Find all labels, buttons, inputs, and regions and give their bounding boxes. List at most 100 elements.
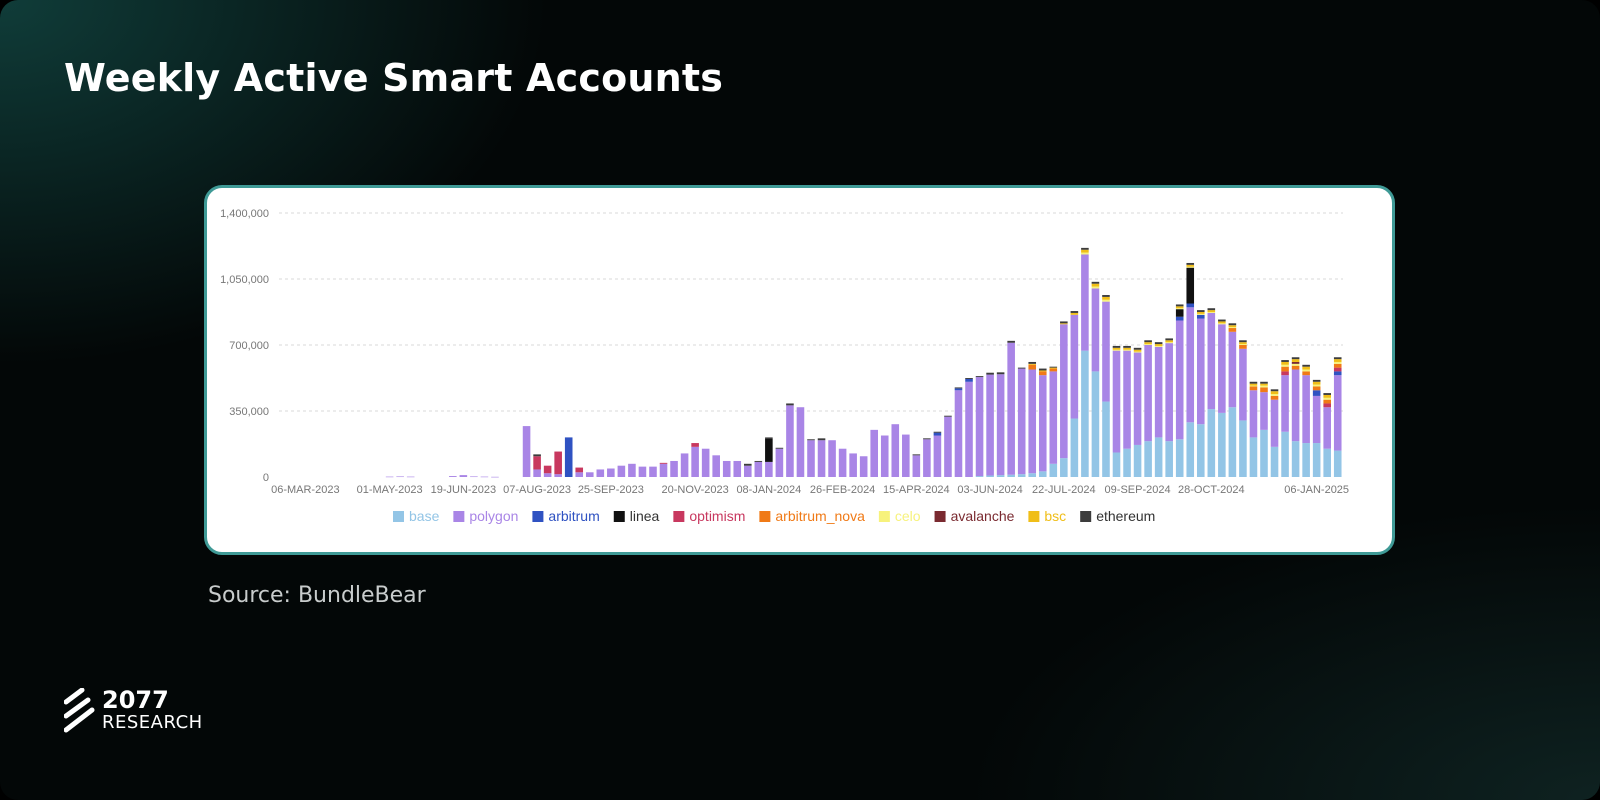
- x-tick-label: 26-FEB-2024: [810, 484, 875, 496]
- bar-segment: [807, 440, 815, 477]
- bar-segment: [638, 466, 647, 477]
- bar-segment: [923, 439, 931, 477]
- bar-segment: [385, 476, 394, 478]
- logo-text: RESEARCH: [102, 712, 203, 733]
- legend-label: celo: [895, 508, 921, 524]
- bar-segment: [1112, 347, 1121, 350]
- bar-segment: [786, 403, 794, 406]
- bar-segment: [617, 465, 626, 477]
- legend-label: polygon: [469, 508, 518, 524]
- bar-segment: [1112, 350, 1121, 453]
- bar-segment: [396, 476, 404, 478]
- bar-segment: [986, 374, 994, 476]
- bar-segment: [1291, 441, 1300, 477]
- bar-segment: [1302, 366, 1310, 370]
- legend-label: avalanche: [951, 508, 1015, 524]
- bar-segment: [1186, 267, 1195, 304]
- bar-segment: [1070, 314, 1079, 419]
- bar-segment: [1091, 281, 1100, 284]
- bar-segment: [575, 467, 584, 473]
- bar-segment: [691, 443, 699, 447]
- x-tick-label: 07-AUG-2023: [503, 484, 571, 496]
- source-caption: Source: BundleBear: [208, 583, 426, 608]
- bar-segment: [933, 435, 942, 477]
- y-tick-label: 700,000: [229, 340, 269, 352]
- bar-segment: [1333, 450, 1342, 477]
- bar-segment: [1291, 363, 1300, 366]
- bar-segment: [912, 455, 921, 477]
- bar-segment: [1175, 306, 1184, 309]
- bar-segment: [1049, 366, 1058, 368]
- bar-segment: [1102, 299, 1110, 302]
- bar-segment: [1081, 247, 1089, 250]
- bar-segment: [996, 374, 1005, 476]
- x-tick-label: 09-SEP-2024: [1105, 484, 1171, 496]
- bar-segment: [1249, 437, 1258, 477]
- bar-segment: [1323, 403, 1331, 408]
- bar-segment: [965, 381, 973, 477]
- x-tick-label: 15-APR-2024: [883, 484, 950, 496]
- bar-segment: [1218, 323, 1226, 325]
- bar-segment: [1249, 383, 1258, 386]
- bar-segment: [1291, 365, 1300, 370]
- legend-swatch: [613, 511, 625, 522]
- bar-segment: [564, 437, 573, 477]
- bar-segment: [996, 372, 1005, 375]
- bar-segment: [944, 415, 952, 417]
- bar-segment: [1333, 357, 1342, 360]
- x-tick-label: 01-MAY-2023: [357, 484, 423, 496]
- bar-segment: [1228, 331, 1237, 408]
- bar-segment: [1017, 368, 1026, 475]
- bar-segment: [1070, 311, 1079, 313]
- legend-swatch: [532, 511, 544, 522]
- bar-segment: [670, 460, 678, 477]
- bar-segment: [1207, 409, 1216, 477]
- bar-segment: [1144, 345, 1152, 442]
- bar-segment: [954, 387, 963, 389]
- bar-segment: [965, 378, 973, 382]
- bar-segment: [1260, 383, 1268, 386]
- bar-segment: [554, 451, 562, 475]
- bar-segment: [1017, 367, 1026, 369]
- legend-label: optimism: [689, 508, 745, 524]
- bar-segment: [1175, 308, 1184, 310]
- bar-segment: [470, 476, 478, 478]
- bar-segment: [1270, 399, 1279, 447]
- bar-segment: [659, 463, 668, 477]
- bar-segment: [954, 388, 963, 391]
- bar-segment: [933, 431, 942, 433]
- bar-segment: [1165, 340, 1173, 343]
- bar-segment: [533, 469, 541, 477]
- bar-segment: [1239, 344, 1247, 345]
- bar-segment: [1133, 349, 1142, 352]
- bar-segment: [1175, 439, 1184, 477]
- bar-segment: [649, 466, 657, 477]
- bar-segment: [1323, 399, 1331, 404]
- x-tick-label: 03-JUN-2024: [957, 484, 1022, 496]
- bar-segment: [1218, 321, 1226, 324]
- bar-segment: [575, 472, 584, 477]
- bar-segment: [1196, 313, 1205, 315]
- bar-segment: [1070, 312, 1079, 315]
- bar-segment: [1333, 375, 1342, 451]
- bar-segment: [628, 463, 636, 477]
- bar-segment: [1123, 347, 1131, 350]
- bar-segment: [659, 462, 668, 464]
- bar-segment: [1249, 385, 1258, 387]
- y-tick-label: 350,000: [229, 406, 269, 418]
- bar-segment: [754, 461, 763, 477]
- bar-segment: [1038, 368, 1047, 371]
- bar-segment: [1070, 418, 1079, 477]
- bar-segment: [765, 437, 773, 439]
- bar-segment: [933, 432, 942, 436]
- bar-segment: [859, 456, 868, 477]
- bar-segment: [838, 448, 847, 477]
- bar-segment: [786, 405, 794, 477]
- bar-segment: [1333, 359, 1342, 362]
- bar-segment: [1102, 301, 1110, 402]
- bar-segment: [1281, 364, 1289, 367]
- bar-segment: [1270, 389, 1279, 392]
- bar-segment: [1323, 393, 1331, 395]
- bar-segment: [1333, 371, 1342, 376]
- bar-segment: [807, 439, 815, 441]
